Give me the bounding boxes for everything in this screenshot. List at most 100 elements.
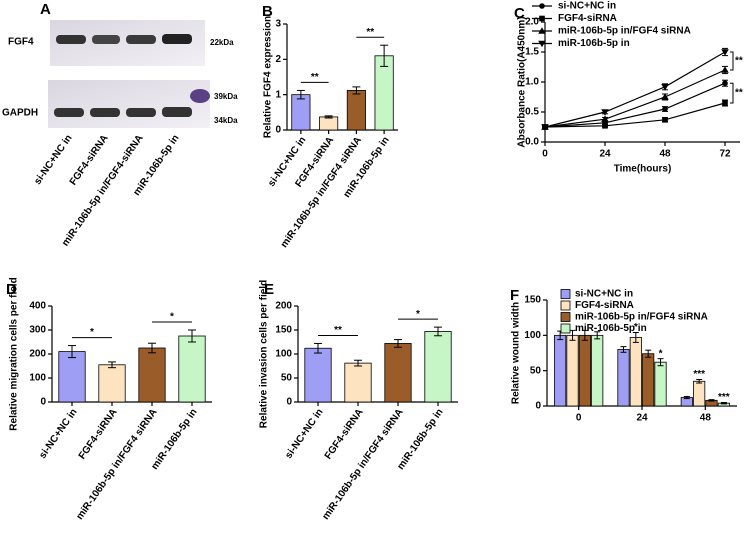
blot-band — [56, 35, 86, 44]
blot-band — [162, 34, 192, 44]
y-tick-label: 150 — [275, 325, 292, 336]
bar — [319, 116, 339, 131]
sig-label: ** — [366, 27, 374, 38]
legend-label: miR-106b-5p in/FGF4 siRNA — [575, 312, 708, 323]
series-line — [544, 102, 726, 128]
sig-label: ** — [735, 88, 743, 99]
x-tick-label: miR-106b-5p in/FGF4 siRNA — [320, 407, 405, 522]
bar — [642, 353, 655, 407]
panel-letter: C — [514, 5, 525, 22]
bar — [374, 55, 394, 131]
y-tick-label: 100 — [524, 330, 541, 341]
y-tick-label: 0.0 — [525, 137, 539, 148]
x-tick-label: 0 — [576, 413, 582, 424]
legend-label: miR-106b-5p in — [558, 38, 630, 49]
legend-label: miR-106b-5p in/FGF4 siRNA — [558, 26, 691, 37]
point — [721, 49, 729, 56]
legend-label: miR-106b-5p in — [575, 323, 647, 334]
y-tick-label: 200 — [29, 349, 46, 360]
sig-label: ** — [334, 325, 342, 336]
y-tick-label: 50 — [530, 365, 542, 376]
point — [539, 3, 545, 9]
legend-label: FGF4-siRNA — [575, 300, 634, 311]
y-tick-label: 100 — [29, 373, 46, 384]
y-tick-label: 1.5 — [525, 47, 539, 58]
bar — [304, 347, 332, 403]
y-tick-label: 100 — [275, 349, 292, 360]
x-tick-label: si-NC+NC in — [37, 407, 79, 461]
panel-letter: B — [262, 3, 273, 20]
blot-band — [162, 107, 192, 117]
y-tick-label: 1.0 — [525, 77, 539, 88]
y-tick-label: 150 — [524, 295, 541, 306]
bar — [346, 90, 366, 131]
y-tick-label: 0 — [40, 397, 46, 408]
y-axis-label: Relative wound width — [511, 302, 522, 404]
blot-marker: 22kDa — [210, 38, 234, 47]
y-tick-label: 50 — [281, 373, 293, 384]
bar — [178, 335, 206, 403]
point — [661, 93, 669, 100]
blot-band — [90, 108, 120, 117]
sig-label: * — [90, 327, 94, 338]
y-tick-label: 2.0 — [525, 17, 539, 28]
series-line — [544, 69, 726, 128]
point — [601, 115, 609, 122]
y-tick-label: 0 — [535, 401, 541, 412]
sig-label: * — [634, 322, 638, 333]
series-line — [544, 51, 726, 128]
sig-label: * — [416, 309, 420, 320]
bar — [424, 331, 452, 403]
bar — [566, 334, 579, 407]
x-axis-label: Time(hours) — [614, 164, 672, 175]
bar — [98, 364, 126, 403]
sig-label: *** — [718, 392, 730, 403]
point — [602, 123, 608, 129]
blot-band — [126, 35, 156, 44]
blot-band — [126, 108, 156, 117]
point — [722, 80, 728, 86]
legend-label: si-NC+NC in — [558, 1, 616, 12]
blot-band — [92, 35, 120, 44]
sig-label: *** — [693, 369, 705, 380]
legend-swatch — [560, 323, 571, 334]
y-axis-label: Relative invasion cells per field — [259, 280, 270, 428]
panel-letter: A — [40, 1, 51, 18]
bar — [58, 351, 86, 403]
series-line — [544, 82, 726, 128]
y-tick-label: 300 — [29, 325, 46, 336]
blot-marker: 34kDa — [214, 116, 238, 125]
x-tick-label: si-NC+NC in — [283, 407, 325, 461]
point — [661, 84, 669, 91]
sig-label: ** — [735, 56, 743, 67]
point — [539, 15, 545, 22]
bar — [138, 347, 166, 403]
panel-letter: D — [6, 281, 17, 298]
bar — [617, 349, 630, 407]
legend-swatch — [560, 312, 571, 322]
bar — [554, 334, 567, 407]
sig-bracket — [730, 82, 734, 104]
panel-a: A FGF4 GAPDH 22kDa 39kDa 34kDa si-NC+NC … — [2, 1, 238, 249]
blot-row-label: FGF4 — [8, 37, 34, 48]
point — [538, 40, 546, 48]
bar — [384, 343, 412, 403]
y-tick-label: 200 — [275, 301, 292, 312]
legend-swatch — [560, 300, 571, 311]
x-tick-label: 48 — [700, 413, 712, 424]
bar — [291, 94, 311, 131]
y-tick-label: 0.5 — [525, 107, 539, 118]
bar — [578, 334, 591, 407]
blot-ladder — [190, 89, 210, 103]
x-tick-label: 24 — [599, 149, 611, 160]
blot-band — [54, 108, 84, 117]
sig-label: * — [659, 348, 663, 359]
bar — [629, 337, 642, 407]
legend-swatch — [560, 289, 571, 299]
legend-label: si-NC+NC in — [575, 289, 633, 300]
point — [541, 124, 549, 131]
x-tick-label: 24 — [636, 413, 648, 424]
sig-label: * — [170, 312, 174, 323]
y-tick-label: 400 — [29, 301, 46, 312]
x-tick-label: miR-106b-5p in/FGF4 siRNA — [74, 407, 159, 522]
